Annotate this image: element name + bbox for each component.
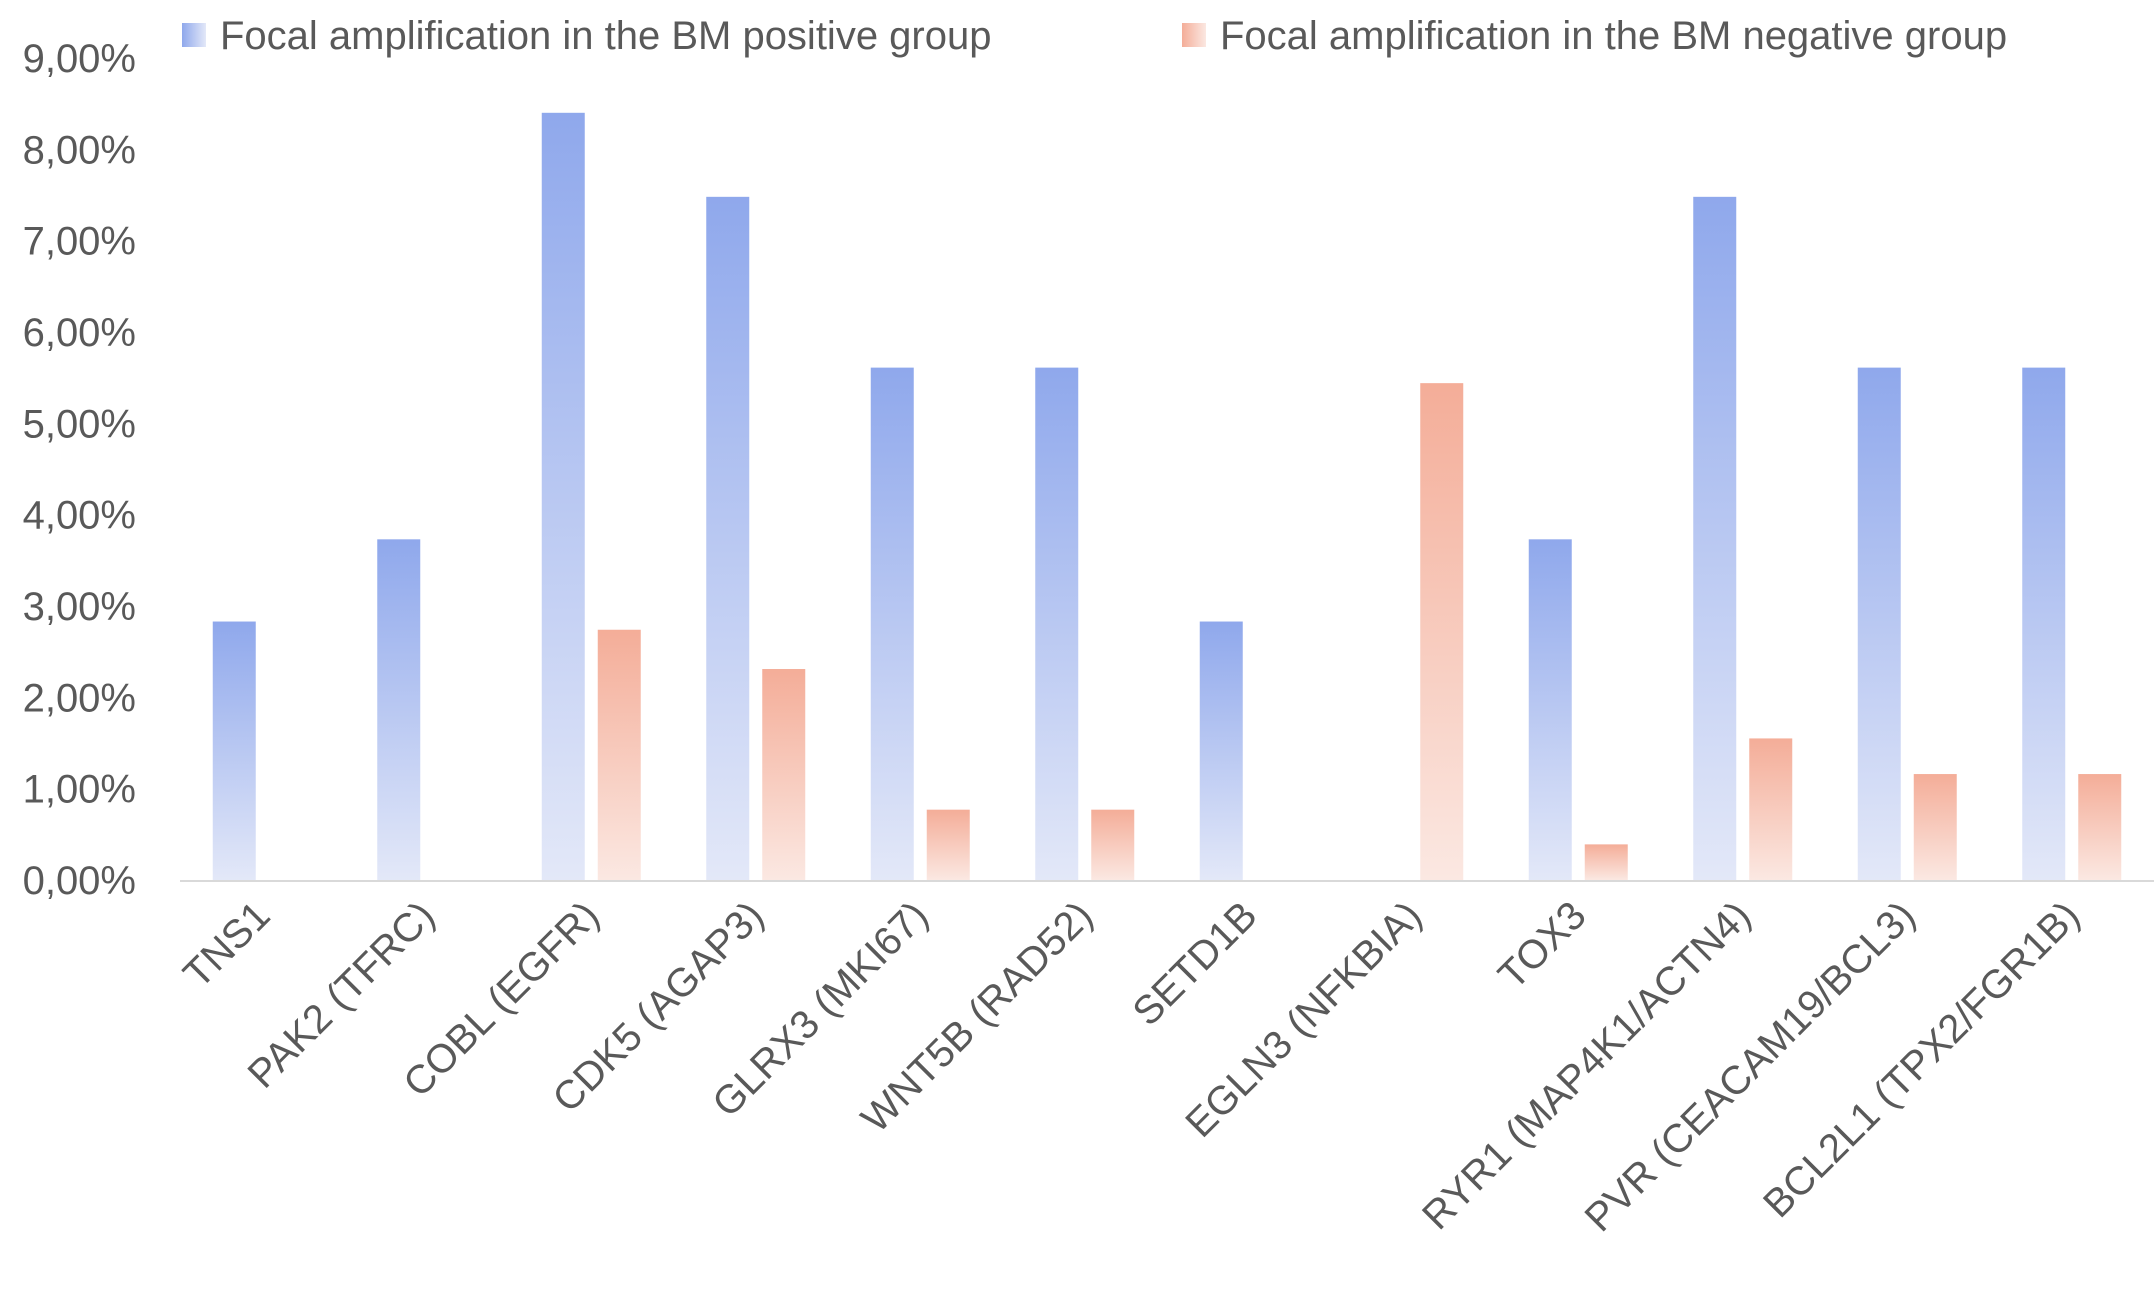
legend-swatch bbox=[182, 23, 206, 47]
legend-label: Focal amplification in the BM positive g… bbox=[220, 14, 991, 58]
bar-negative bbox=[1091, 809, 1135, 880]
bar-positive bbox=[2022, 367, 2066, 880]
y-tick-label: 7,00% bbox=[23, 220, 136, 264]
bar-positive bbox=[1199, 621, 1243, 880]
legend-label: Focal amplification in the BM negative g… bbox=[1220, 14, 2007, 58]
bar-positive bbox=[1693, 196, 1737, 880]
bar-positive bbox=[1857, 367, 1901, 880]
x-tick-label: TNS1 bbox=[175, 893, 278, 996]
y-tick-label: 8,00% bbox=[23, 128, 136, 172]
bar-negative bbox=[597, 629, 641, 880]
bar-negative bbox=[1913, 774, 1957, 880]
bar-negative bbox=[762, 669, 806, 880]
x-tick-label: PVR (CEACAM19/BCL3) bbox=[1577, 893, 1924, 1240]
bar-positive bbox=[870, 367, 914, 880]
bar-negative bbox=[1749, 738, 1793, 880]
bar-positive bbox=[1035, 367, 1079, 880]
bar-positive bbox=[541, 112, 585, 881]
bar-negative bbox=[2078, 774, 2122, 880]
y-tick-label: 1,00% bbox=[23, 768, 136, 812]
y-tick-label: 5,00% bbox=[23, 402, 136, 446]
bar-negative bbox=[1420, 383, 1464, 880]
bar-positive bbox=[706, 196, 750, 880]
x-tick-label: SETD1B bbox=[1124, 893, 1265, 1034]
bar-positive bbox=[212, 621, 256, 880]
bar-negative bbox=[1584, 844, 1628, 880]
bar-negative bbox=[926, 809, 970, 880]
legend-swatch bbox=[1182, 23, 1206, 47]
y-tick-label: 3,00% bbox=[23, 585, 136, 629]
x-tick-label: RYR1 (MAP4K1/ACTN4) bbox=[1414, 893, 1759, 1238]
bar-positive bbox=[377, 539, 421, 880]
y-tick-label: 2,00% bbox=[23, 676, 136, 720]
bars bbox=[212, 112, 2122, 881]
y-axis: 0,00% 1,00% 2,00% 3,00% 4,00% 5,00% 6,00% 7,00%… bbox=[23, 37, 136, 903]
legend: Focal amplification in the BM positive g… bbox=[182, 14, 2007, 58]
y-tick-label: 9,00% bbox=[23, 37, 136, 81]
bar-positive bbox=[1528, 539, 1572, 880]
x-tick-label: TOX3 bbox=[1490, 893, 1594, 997]
x-tick-label: BCL2L1 (TPX2/FGR1B) bbox=[1755, 893, 2088, 1226]
y-tick-label: 6,00% bbox=[23, 311, 136, 355]
y-tick-label: 4,00% bbox=[23, 494, 136, 538]
y-tick-label: 0,00% bbox=[23, 859, 136, 903]
